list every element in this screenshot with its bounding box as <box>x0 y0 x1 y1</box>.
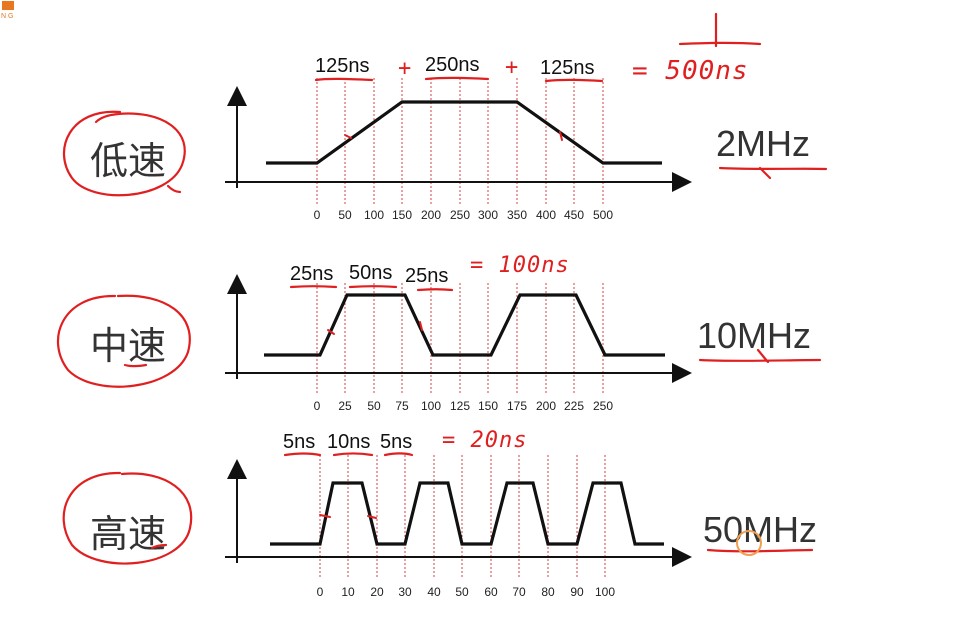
logo: NG <box>0 0 22 26</box>
speed-label-low: 低速 <box>90 139 167 183</box>
duration-label: 25ns <box>405 265 449 287</box>
duration-label: 125ns <box>315 55 370 77</box>
tick-label: 10 <box>341 585 355 599</box>
plus-sign: + <box>505 55 520 80</box>
waveform-line <box>270 481 664 546</box>
tick-label: 30 <box>398 585 412 599</box>
speed-mark <box>123 363 148 368</box>
duration-underline <box>289 285 338 289</box>
tick-label: 75 <box>395 399 409 413</box>
slope-mark <box>344 134 352 139</box>
slope-mark <box>319 514 331 518</box>
duration-label: 5ns <box>380 431 413 453</box>
tick-label: 0 <box>317 585 324 599</box>
duration-underline <box>424 76 490 81</box>
duration-underline <box>416 288 454 292</box>
tick-label: 300 <box>478 208 498 222</box>
duration-label: 5ns <box>283 431 316 453</box>
tick-label: 50 <box>455 585 469 599</box>
slope-mark <box>559 131 563 141</box>
tick-label: 350 <box>507 208 527 222</box>
tick-label: 150 <box>392 208 412 222</box>
duration-label: 250ns <box>425 54 480 76</box>
slope-mark <box>419 321 423 331</box>
duration-label: 50ns <box>349 262 393 284</box>
slope-mark <box>327 329 335 335</box>
note-stroke <box>678 41 762 46</box>
tick-label: 200 <box>421 208 441 222</box>
duration-underline <box>544 78 604 83</box>
tick-label: 500 <box>593 208 613 222</box>
tick-label: 250 <box>450 208 470 222</box>
tick-label: 150 <box>478 399 498 413</box>
speed-mark <box>150 543 168 550</box>
speed-mark <box>166 184 182 194</box>
tick-label: 0 <box>314 399 321 413</box>
tick-label: 400 <box>536 208 556 222</box>
tick-label: 40 <box>427 585 441 599</box>
tick-label: 50 <box>367 399 381 413</box>
logo-text: NG <box>1 13 16 20</box>
speed-label-high: 高速 <box>90 512 167 556</box>
duration-underline <box>314 77 374 82</box>
tick-label: 450 <box>564 208 584 222</box>
tick-label: 80 <box>541 585 555 599</box>
tick-label: 90 <box>570 585 584 599</box>
tick-label: 100 <box>421 399 441 413</box>
frequency-underline <box>718 166 828 171</box>
tick-label: 25 <box>338 399 352 413</box>
tick-label: 50 <box>338 208 352 222</box>
speed-circle <box>57 294 191 388</box>
duration-underline <box>383 452 414 457</box>
speed-circle <box>62 471 193 565</box>
duration-underline <box>283 452 322 457</box>
speed-circle <box>62 110 186 197</box>
waveform-line <box>266 100 662 165</box>
logo-mark-icon <box>2 1 14 10</box>
tick-label: 250 <box>593 399 613 413</box>
slope-mark <box>367 515 377 519</box>
duration-label: 25ns <box>290 263 334 285</box>
waveform-line <box>264 293 665 357</box>
tick-label: 175 <box>507 399 527 413</box>
plus-sign: + <box>398 56 413 81</box>
tick-label: 70 <box>512 585 526 599</box>
tick-label: 200 <box>536 399 556 413</box>
tick-label: 225 <box>564 399 584 413</box>
frequency-mark <box>758 166 772 180</box>
tick-label: 0 <box>314 208 321 222</box>
duration-label: 125ns <box>540 57 595 79</box>
handwritten-total: = 100ns <box>470 253 570 278</box>
frequency-underline <box>698 358 822 362</box>
handwritten-total: = 20ns <box>442 428 528 453</box>
handwritten-total: = 500ns <box>632 56 749 86</box>
tick-label: 60 <box>484 585 498 599</box>
cursor-highlight-icon <box>736 530 762 556</box>
frequency-mark <box>756 348 770 364</box>
speed-label-mid: 中速 <box>90 324 167 368</box>
duration-underline <box>332 452 374 457</box>
duration-label: 10ns <box>327 431 371 453</box>
frequency-underline <box>706 548 814 553</box>
tick-label: 20 <box>370 585 384 599</box>
tick-label: 125 <box>450 399 470 413</box>
tick-label: 100 <box>364 208 384 222</box>
duration-underline <box>348 285 398 289</box>
frequency-label-mid: 10MHz <box>697 315 812 356</box>
tick-label: 100 <box>595 585 615 599</box>
frequency-label-low: 2MHz <box>716 123 811 164</box>
